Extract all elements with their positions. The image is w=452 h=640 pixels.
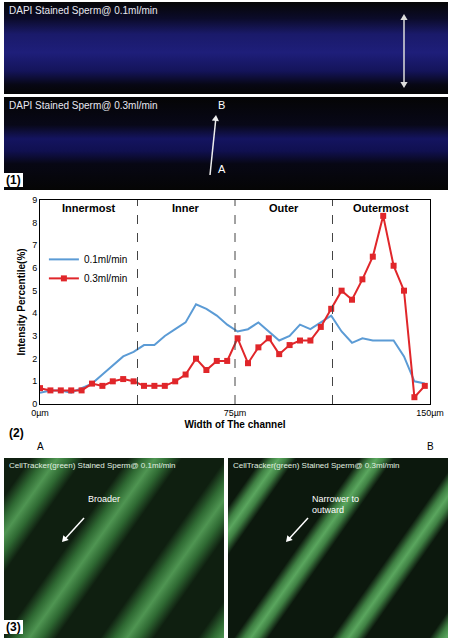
svg-text:6: 6 (32, 263, 37, 273)
svg-text:B: B (427, 441, 434, 452)
svg-text:150µm: 150µm (416, 408, 444, 418)
html-text:B: B (218, 99, 226, 111)
html-text:A: A (218, 163, 226, 175)
html-text:(3): (3) (6, 620, 21, 634)
svg-text:7: 7 (32, 240, 37, 250)
svg-text:0: 0 (32, 399, 37, 409)
svg-text:Inner: Inner (172, 202, 200, 214)
svg-text:4: 4 (32, 308, 37, 318)
svg-text:0.1ml/min: 0.1ml/min (84, 254, 127, 265)
svg-text:2: 2 (32, 354, 37, 364)
svg-text:3: 3 (32, 331, 37, 341)
svg-text:Outer: Outer (269, 202, 299, 214)
html-text:Broader: Broader (88, 494, 120, 504)
html-text:(1): (1) (6, 173, 21, 187)
svg-text:Width of The channel: Width of The channel (184, 419, 285, 430)
svg-text:1: 1 (32, 376, 37, 386)
svg-text:Outermost: Outermost (353, 202, 409, 214)
html-text:DAPI Stained Sperm@ 0.3ml/min: DAPI Stained Sperm@ 0.3ml/min (9, 100, 158, 111)
svg-text:8: 8 (32, 218, 37, 228)
html-text:Narrower to outward: Narrower to outward (312, 494, 359, 515)
svg-text:(2): (2) (9, 426, 24, 440)
html-text:DAPI Stained Sperm@ 0.1ml/min: DAPI Stained Sperm@ 0.1ml/min (9, 5, 158, 16)
svg-text:5: 5 (32, 286, 37, 296)
svg-text:9: 9 (32, 195, 37, 205)
svg-text:75µm: 75µm (224, 408, 247, 418)
svg-text:0.3ml/min: 0.3ml/min (84, 273, 127, 284)
svg-text:A: A (37, 441, 44, 452)
svg-text:Intensity Percentile(%): Intensity Percentile(%) (16, 248, 27, 355)
html-text:CellTracker(green) Stained Spe: CellTracker(green) Stained Sperm@ 0.3ml/… (233, 461, 400, 470)
svg-text:Innermost: Innermost (62, 202, 116, 214)
svg-text:0µm: 0µm (31, 408, 49, 418)
html-text:CellTracker(green) Stained Spe: CellTracker(green) Stained Sperm@ 0.1ml/… (9, 461, 176, 470)
